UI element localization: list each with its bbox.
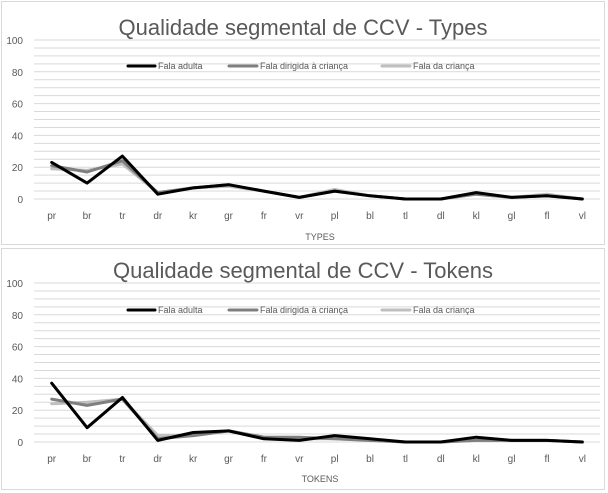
x-tick-label: fr (261, 454, 268, 465)
legend-label: Fala da criança (413, 61, 475, 71)
x-tick-label: gl (508, 211, 516, 222)
x-tick-label: vl (579, 211, 586, 222)
y-tick-label: 60 (12, 343, 24, 354)
types-chart-panel: 0 20 40 60 80 100 pr br tr dr kr gr fr vr pl bl tl dl kl gl… (1, 1, 605, 245)
series-line (50, 397, 584, 444)
y-tick-label: 20 (12, 406, 24, 417)
series-line (50, 381, 584, 444)
y-tick-label: 100 (6, 279, 23, 290)
x-tick-label: bl (366, 454, 374, 465)
x-tick-label: tl (403, 454, 408, 465)
x-tick-label: kr (189, 454, 198, 465)
x-tick-label: vl (579, 454, 586, 465)
legend-label: Fala da criança (413, 305, 475, 315)
x-tick-label: pr (47, 211, 57, 222)
x-axis-title: TOKENS (302, 474, 339, 484)
x-tick-label: dr (153, 211, 163, 222)
types-line-chart: 0 20 40 60 80 100 pr br tr dr kr gr fr vr pl bl tl dl kl gl… (6, 15, 600, 242)
y-tick-label: 40 (12, 374, 24, 385)
tokens-chart-panel: 0 20 40 60 80 100 pr br tr dr kr gr fr vr pl bl tl dl kl gl… (1, 248, 605, 490)
x-tick-label: pl (331, 211, 339, 222)
x-tick-label: tl (403, 211, 408, 222)
x-tick-label: dr (153, 454, 163, 465)
legend-label: Fala adulta (158, 305, 203, 315)
x-tick-label: vr (295, 454, 304, 465)
y-tick-label: 40 (12, 131, 24, 142)
x-tick-label: vr (295, 211, 304, 222)
x-tick-label: gr (224, 454, 234, 465)
y-tick-label: 20 (12, 163, 24, 174)
x-tick-label: pl (331, 454, 339, 465)
x-tick-label: dl (437, 454, 445, 465)
x-axis-title: TYPES (305, 232, 335, 242)
x-tick-label: gl (508, 454, 516, 465)
x-tick-label: kl (473, 454, 480, 465)
x-tick-label: gr (224, 211, 234, 222)
x-tick-label: bl (366, 211, 374, 222)
x-tick-label: br (83, 211, 93, 222)
y-tick-label: 80 (12, 68, 24, 79)
x-tick-label: tr (119, 454, 126, 465)
legend-label: Fala dirigida à criança (260, 305, 348, 315)
x-tick-label: kr (189, 211, 198, 222)
x-tick-label: tr (119, 211, 126, 222)
chart-title: Qualidade segmental de CCV - Types (119, 15, 488, 40)
x-tick-label: pr (47, 454, 57, 465)
x-tick-label: dl (437, 211, 445, 222)
y-tick-label: 0 (17, 438, 23, 449)
x-tick-label: br (83, 454, 93, 465)
y-tick-label: 80 (12, 311, 24, 322)
y-tick-label: 60 (12, 100, 24, 111)
legend-label: Fala dirigida à criança (260, 61, 348, 71)
series-line (50, 397, 584, 444)
x-tick-label: fl (544, 211, 549, 222)
legend-label: Fala adulta (158, 61, 203, 71)
x-tick-label: kl (473, 211, 480, 222)
series-line (50, 154, 584, 201)
y-tick-label: 100 (6, 36, 23, 47)
y-tick-label: 0 (17, 195, 23, 206)
x-tick-label: fr (261, 211, 268, 222)
tokens-line-chart: 0 20 40 60 80 100 pr br tr dr kr gr fr vr pl bl tl dl kl gl… (6, 258, 600, 484)
chart-title: Qualidade segmental de CCV - Tokens (113, 258, 493, 283)
x-tick-label: fl (544, 454, 549, 465)
